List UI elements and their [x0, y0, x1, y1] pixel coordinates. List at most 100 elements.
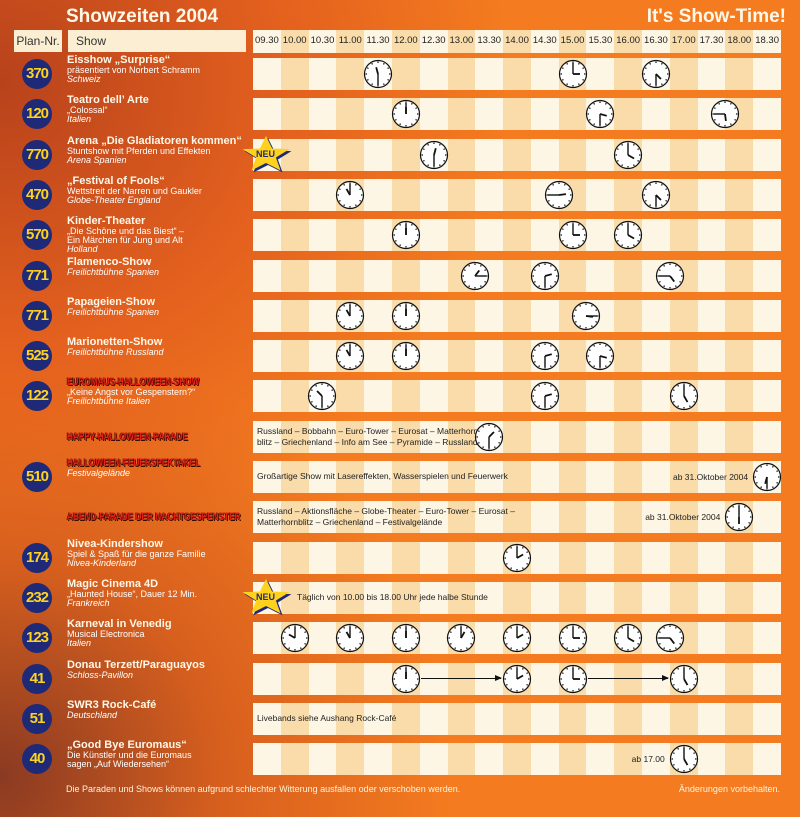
grid-column [697, 461, 726, 493]
grid-column [669, 581, 698, 614]
grid-column [530, 541, 559, 574]
time-label: 11.30 [366, 35, 390, 46]
show-info: Marionetten-Show Freilichtbühne Russland [67, 336, 247, 357]
show-info: Kinder-Theater „Die Schöne und das Biest“… [67, 215, 247, 254]
show-info: Magic Cinema 4D „Haunted House“, Dauer 12… [67, 578, 247, 608]
schedule-row [253, 178, 781, 211]
grid-column [725, 420, 754, 453]
clock-icon [391, 221, 420, 250]
grid-column [280, 702, 309, 735]
arrow-connector [587, 674, 669, 681]
grid-column [475, 541, 504, 574]
grid-column [475, 219, 504, 252]
show-description: Wettstreit der Narren und Gaukler [67, 185, 202, 196]
grid-column [503, 299, 531, 332]
grid-column [447, 743, 476, 776]
grid-column [642, 380, 670, 413]
grid-column [447, 30, 476, 53]
show-title: Flamenco-Show [67, 255, 152, 268]
plan-number-badge: 370 [22, 59, 52, 89]
time-label: 14.30 [532, 35, 557, 46]
show-title: Marionetten-Show [67, 336, 163, 349]
grid-column [308, 743, 337, 776]
time-label: 17.00 [671, 35, 696, 46]
time-label: 15.30 [588, 35, 613, 46]
show-header: Show [68, 30, 246, 52]
grid-column [336, 541, 365, 574]
show-title: Nivea-Kindershow [67, 537, 163, 550]
row-text-line: Täglich von 10.00 bis 18.00 Uhr jede hal… [297, 591, 488, 602]
grid-column [280, 98, 309, 131]
grid-column [697, 501, 726, 534]
grid-column [530, 299, 559, 332]
row-text: Großartige Show mit Lasereffekten, Wasse… [257, 471, 508, 482]
show-location: Schloss-Pavillon [67, 669, 134, 680]
clock-icon [558, 664, 587, 693]
schedule-row [253, 340, 781, 373]
clock-icon [669, 382, 698, 411]
show-title: „Festival of Fools“ [67, 174, 165, 187]
clock-icon [586, 341, 615, 371]
grid-column [475, 702, 504, 735]
clock-icon [391, 624, 420, 653]
grid-column [419, 461, 448, 493]
clock-icon [641, 59, 671, 89]
grid-column [725, 138, 754, 171]
schedule-row: Täglich von 10.00 bis 18.00 Uhr jede hal… [253, 581, 781, 614]
grid-column [253, 702, 281, 735]
grid-column [336, 702, 365, 735]
clock-icon [391, 301, 420, 330]
show-location: Arena Spanien [67, 154, 127, 165]
grid-column [586, 219, 615, 252]
grid-column [336, 581, 365, 614]
show-description: Die Künstler und die Euromaus [67, 750, 192, 761]
grid-column [614, 340, 643, 373]
plan-number-badge: 40 [22, 744, 52, 775]
show-description: sagen „Auf Wiedersehen“ [67, 759, 170, 770]
show-info: Papageien-Show Freilichtbühne Spanien [67, 296, 247, 317]
grid-column [447, 98, 476, 131]
clock-icon [614, 140, 643, 169]
grid-column [336, 98, 365, 131]
grid-column [503, 259, 531, 292]
grid-column [753, 501, 781, 534]
show-info: „Good Bye Euromaus“ Die Künstler und die … [67, 739, 247, 769]
grid-column [697, 420, 726, 453]
clock-icon [711, 100, 740, 129]
grid-column [447, 541, 476, 574]
grid-column [753, 30, 781, 53]
grid-column [725, 581, 754, 614]
grid-column [697, 340, 726, 373]
grid-column [725, 662, 754, 695]
grid-column [475, 98, 504, 131]
grid-column [280, 30, 309, 53]
grid-column [253, 461, 281, 493]
grid-column [614, 58, 643, 90]
clock-icon [391, 664, 420, 693]
grid-column [503, 581, 531, 614]
grid-column [475, 340, 504, 373]
grid-column [753, 622, 781, 655]
grid-column [364, 98, 392, 131]
grid-column [391, 501, 420, 534]
grid-column [530, 743, 559, 776]
grid-column [503, 743, 531, 776]
grid-column [253, 662, 281, 695]
grid-column [725, 219, 754, 252]
time-label: 16.30 [644, 35, 668, 46]
grid-column [475, 138, 504, 171]
grid-column [280, 581, 309, 614]
grid-column [586, 702, 615, 735]
plan-number-badge: 771 [22, 260, 52, 291]
time-label: 10.00 [282, 35, 307, 46]
grid-column [419, 541, 448, 574]
grid-column [642, 581, 670, 614]
grid-column [725, 622, 754, 655]
show-title: Kinder-Theater [67, 215, 146, 228]
grid-column [419, 259, 448, 292]
grid-column [391, 380, 420, 413]
grid-column [753, 299, 781, 332]
show-location: Festivalgelände [67, 468, 131, 478]
grid-column [530, 662, 559, 695]
grid-column [586, 622, 615, 655]
